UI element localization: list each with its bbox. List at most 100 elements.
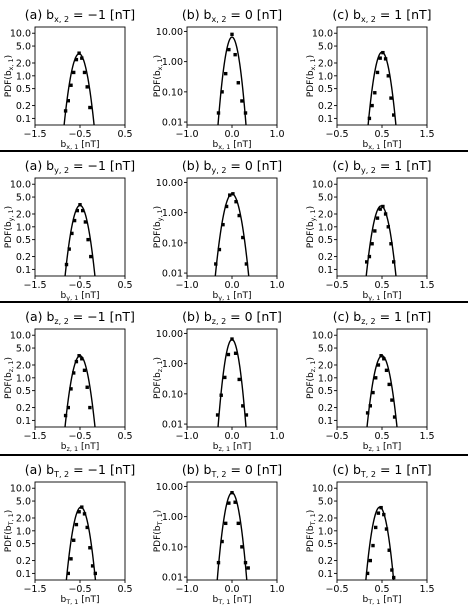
y-tick-label: 10.00: [156, 482, 183, 493]
y-axis-label: PDF(bx, 1): [153, 55, 164, 97]
data-point: [390, 398, 394, 402]
data-point: [88, 405, 92, 410]
y-tick-label: 1.0: [16, 222, 31, 233]
data-point: [74, 359, 79, 364]
data-point: [365, 571, 370, 576]
data-point: [86, 237, 90, 242]
data-point: [216, 111, 221, 115]
y-tick-label: 1.0: [16, 526, 31, 537]
chart-panel: (b) bz, 2 = 0 [nT] −1.0 0.0 1.0 0.01 0.10 1.00…: [153, 309, 285, 453]
y-tick-label: 5.0: [318, 497, 333, 508]
y-axis-label: PDF(by, 1): [306, 206, 317, 248]
x-tick-label: −0.5: [325, 584, 348, 595]
y-tick-label: 1.0: [318, 373, 333, 384]
data-point: [214, 262, 218, 266]
x-tick-label: 0.5: [117, 431, 132, 442]
x-tick-label: 0.5: [374, 129, 389, 140]
x-tick-label: −0.5: [68, 584, 91, 595]
x-tick-label: 1.5: [419, 280, 434, 291]
data-point: [226, 352, 231, 357]
x-tick-label: −0.5: [325, 431, 348, 442]
data-point: [223, 375, 227, 380]
data-point: [381, 204, 385, 209]
x-tick-label: −0.5: [325, 280, 348, 291]
y-tick-label: 1.0: [318, 526, 333, 537]
x-tick-label: 0.0: [224, 584, 239, 595]
y-tick-label: 0.5: [16, 386, 31, 397]
chart-panel: (b) by, 2 = 0 [nT] −1.0 0.0 1.0 0.01 0.10 1.00…: [153, 158, 285, 302]
panel-title: (c) bx, 2 = 1 [nT]: [332, 7, 431, 24]
plot-frame: [336, 481, 428, 581]
x-tick-label: −1.5: [23, 129, 46, 140]
data-point: [69, 387, 73, 391]
y-axis-label: PDF(bz, 1): [4, 357, 15, 399]
y-axis-label: PDF(bx, 1): [4, 55, 15, 97]
data-point: [384, 368, 389, 373]
data-point: [77, 354, 81, 358]
data-point: [231, 192, 235, 196]
y-axis-label: PDF(by, 1): [4, 206, 15, 248]
y-tick-label: 0.1: [16, 114, 31, 125]
data-point: [376, 363, 381, 367]
chart-panel: (a) bx, 2 = −1 [nT] −1.5 −0.5 0.5 0.1 0.2 0.5 1…: [4, 7, 135, 151]
plot-frame: [34, 177, 126, 277]
data-point: [240, 99, 244, 103]
x-tick-label: −1.0: [175, 129, 198, 140]
y-tick-label: 5.0: [318, 193, 333, 204]
y-tick-label: 0.2: [16, 403, 31, 414]
y-tick-label: 0.1: [318, 265, 333, 276]
data-point: [370, 242, 374, 246]
data-point: [80, 56, 84, 60]
fit-curve: [65, 506, 97, 580]
panel-title: (b) bz, 2 = 0 [nT]: [182, 309, 282, 326]
y-tick-label: 5.0: [318, 42, 333, 53]
x-tick-label: 0.5: [117, 129, 132, 140]
data-point: [382, 512, 386, 517]
plot-frame: [186, 328, 278, 428]
data-point: [217, 247, 222, 252]
data-point: [386, 225, 390, 229]
y-tick-label: 0.10: [162, 389, 183, 400]
plot-frame: [336, 177, 428, 277]
x-tick-label: 0.0: [224, 431, 239, 442]
data-point: [78, 203, 82, 207]
data-point: [89, 254, 93, 259]
y-tick-label: 0.2: [16, 252, 31, 263]
x-tick-label: −0.5: [325, 129, 348, 140]
data-point: [230, 337, 234, 341]
data-point: [220, 90, 224, 94]
data-point: [243, 560, 248, 565]
data-point: [365, 411, 370, 415]
data-point: [368, 404, 372, 408]
plot-frame: [186, 26, 278, 126]
y-tick-label: 1.00: [162, 512, 183, 523]
data-point: [233, 500, 237, 504]
x-axis-label: bx, 1 [nT]: [213, 140, 252, 151]
chart-panel: (b) bx, 2 = 0 [nT] −1.0 0.0 1.0 0.01 0.10 1.00…: [153, 7, 285, 151]
data-point: [80, 357, 84, 361]
data-point: [389, 242, 393, 246]
plot-frame: [336, 328, 428, 428]
data-point: [85, 385, 89, 389]
y-tick-label: 0.1: [16, 265, 31, 276]
data-point: [85, 525, 89, 530]
data-point: [373, 91, 377, 95]
data-point: [220, 539, 224, 544]
y-axis-label: PDF(bz, 1): [306, 357, 317, 399]
x-axis-label: bT, 1 [nT]: [362, 595, 401, 605]
y-tick-label: 1.00: [162, 57, 183, 68]
y-tick-label: 0.10: [162, 542, 183, 553]
data-point: [237, 213, 241, 218]
y-tick-label: 5.0: [16, 42, 31, 53]
y-tick-label: 1.0: [16, 71, 31, 82]
panel-title: (c) bz, 2 = 1 [nT]: [333, 309, 432, 326]
y-tick-label: 2.0: [16, 360, 31, 371]
x-axis-label: by, 1 [nT]: [61, 291, 100, 302]
data-point: [244, 262, 249, 266]
data-point: [69, 83, 73, 87]
y-tick-label: 10.00: [156, 329, 183, 340]
x-axis-label: by, 1 [nT]: [213, 291, 252, 302]
chart-panel: (a) bT, 2 = −1 [nT] −1.5 −0.5 0.5 0.1 0.2 0.5 1…: [4, 462, 135, 605]
x-tick-label: −1.5: [23, 431, 46, 442]
